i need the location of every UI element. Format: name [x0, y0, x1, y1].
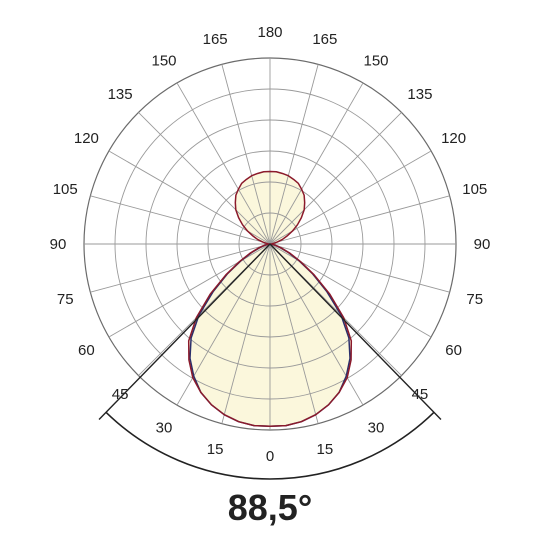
grid-spoke [269, 195, 450, 245]
beam-arc [105, 411, 435, 480]
angle-tick-label: 45 [112, 386, 129, 403]
grid-spoke [108, 150, 271, 245]
angle-tick-label: 30 [156, 420, 173, 437]
grid-spoke [90, 243, 271, 293]
grid-spoke [221, 64, 271, 245]
angle-tick-label: 0 [266, 448, 274, 465]
angle-tick-label: 60 [78, 342, 95, 359]
angle-tick-label: 15 [317, 441, 334, 458]
angle-tick-label: 165 [312, 31, 337, 48]
polar-grid [83, 57, 457, 431]
grid-spoke [269, 150, 432, 245]
angle-tick-label: 105 [462, 181, 487, 198]
angle-tick-label: 30 [368, 420, 385, 437]
angle-tick-label: 60 [445, 342, 462, 359]
grid-spoke [176, 82, 271, 245]
angle-tick-label: 45 [412, 386, 429, 403]
angle-tick-label: 165 [203, 31, 228, 48]
angle-tick-label: 75 [466, 291, 483, 308]
grid-spoke [269, 112, 402, 245]
grid-spoke [90, 195, 271, 245]
grid-spoke [221, 243, 271, 424]
grid-spoke [138, 112, 271, 245]
angle-tick-label: 15 [207, 441, 224, 458]
grid-spoke [269, 243, 450, 293]
beam-angle-indicator [98, 243, 442, 480]
intensity-curve-c0-c180 [187, 170, 353, 428]
beam-line-left [98, 243, 271, 420]
grid-spoke [269, 243, 319, 424]
grid-spoke [269, 82, 364, 245]
angle-tick-label: 120 [441, 130, 466, 147]
angle-tick-label: 90 [474, 236, 491, 253]
angle-tick-label: 105 [53, 181, 78, 198]
angle-tick-label: 75 [57, 291, 74, 308]
beam-line-right [269, 243, 442, 420]
angle-tick-label: 135 [108, 86, 133, 103]
beam-angle-label: 88,5° [228, 487, 312, 528]
angle-tick-label: 135 [407, 86, 432, 103]
grid-spoke [269, 64, 319, 245]
angle-tick-label: 150 [151, 52, 176, 69]
angle-tick-label: 90 [50, 236, 67, 253]
angle-tick-label: 120 [74, 130, 99, 147]
angle-tick-label: 150 [363, 52, 388, 69]
angle-tick-label: 180 [257, 24, 282, 41]
angle-labels: 0 15 15 30 30 45 45 60 60 75 75 90 90 105 105 120 120 135… [50, 24, 491, 465]
